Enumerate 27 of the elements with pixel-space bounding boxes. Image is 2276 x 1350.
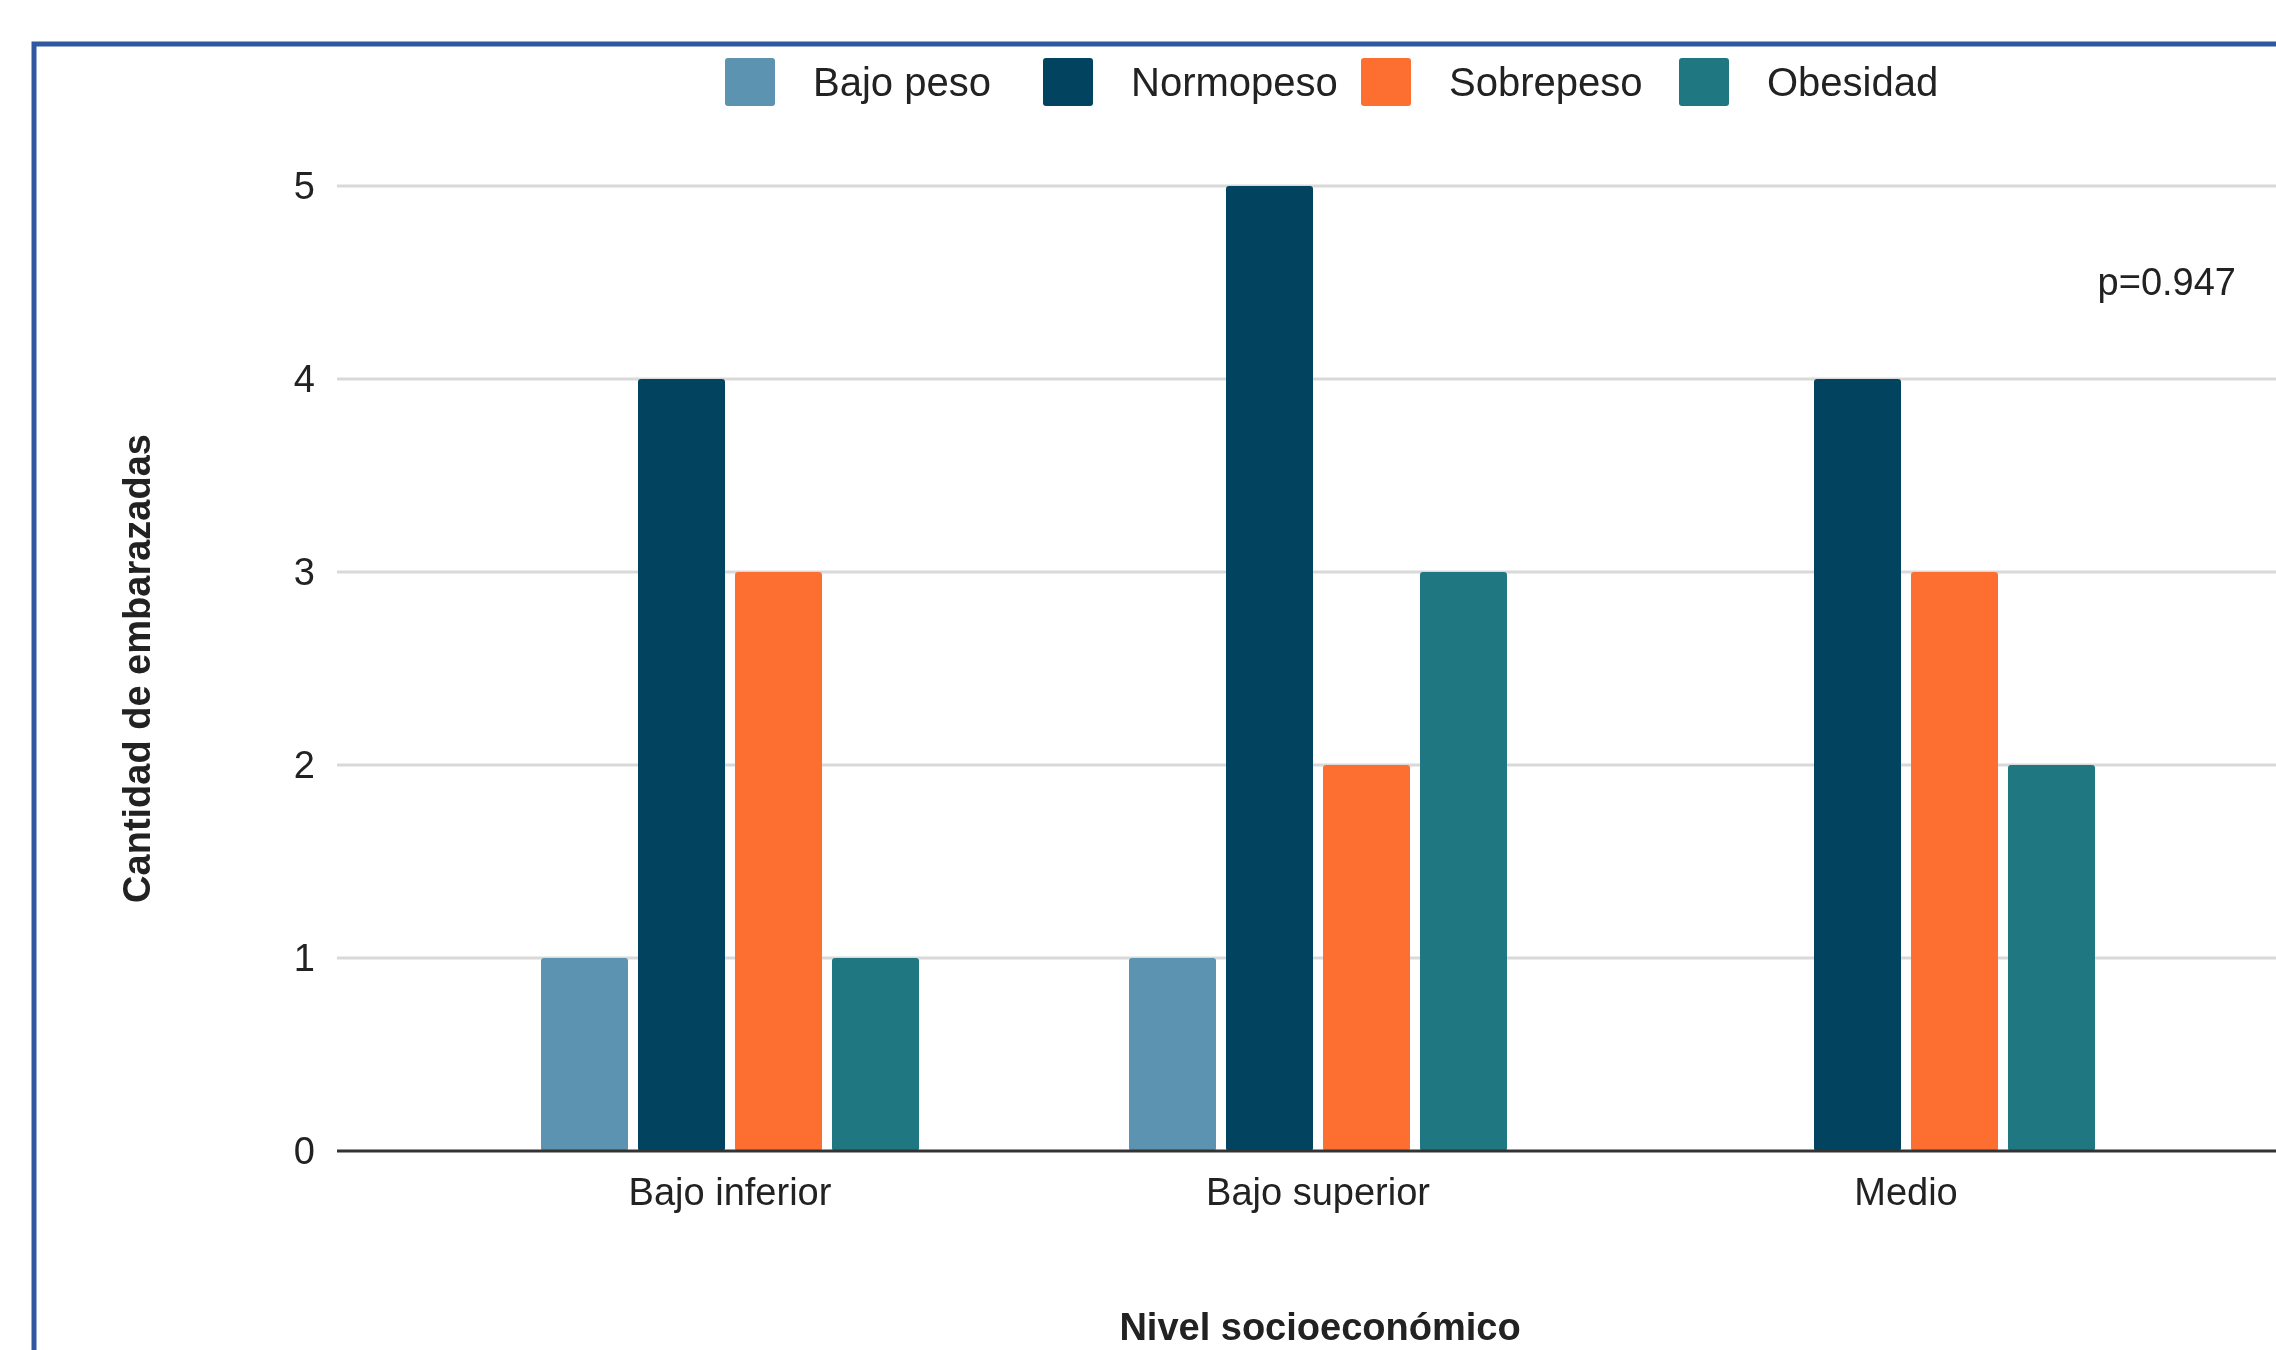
bar (638, 379, 725, 1151)
x-tick-label: Medio (1854, 1171, 1958, 1213)
y-tick-label: 5 (293, 165, 315, 208)
bar (1226, 186, 1313, 1151)
annotation: p=0.947 (2097, 261, 2236, 304)
y-tick-label: 4 (293, 358, 315, 401)
legend-label: Sobrepeso (1449, 60, 1643, 104)
bar (2008, 765, 2095, 1151)
x-axis-title: Nivel socioeconómico (1119, 1306, 1521, 1348)
y-tick-label: 3 (293, 551, 315, 594)
bar (1814, 379, 1901, 1151)
x-tick-label: Bajo inferior (628, 1171, 832, 1213)
y-tick-label: 2 (293, 744, 315, 787)
y-tick-label: 1 (293, 937, 315, 980)
bar (1420, 572, 1507, 1151)
bar (1323, 765, 1410, 1151)
bar (832, 958, 919, 1151)
bar (1129, 958, 1216, 1151)
bar (735, 572, 822, 1151)
legend-label: Normopeso (1131, 60, 1338, 104)
y-tick-label: 0 (293, 1130, 315, 1173)
y-axis-title: Cantidad de embarazadas (116, 434, 158, 903)
x-tick-label: Bajo superior (1206, 1171, 1431, 1213)
legend-label: Obesidad (1767, 60, 1939, 104)
legend-label: Bajo peso (813, 60, 991, 104)
bar (1911, 572, 1998, 1151)
bar (541, 958, 628, 1151)
